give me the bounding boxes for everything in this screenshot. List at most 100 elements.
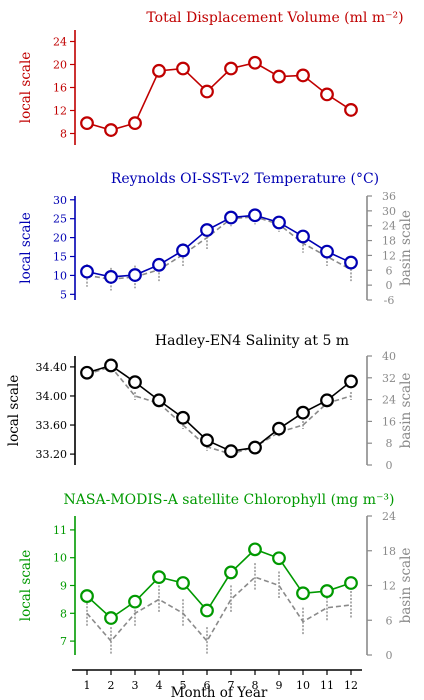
local-point bbox=[200, 433, 214, 448]
local-point bbox=[128, 116, 142, 131]
basin-line bbox=[86, 576, 352, 643]
right-tick-label: -6 bbox=[384, 294, 395, 307]
left-tick-label: 7 bbox=[60, 635, 67, 648]
local-point bbox=[152, 393, 166, 408]
local-point bbox=[344, 103, 358, 117]
x-tick-label: 12 bbox=[344, 679, 358, 692]
local-point bbox=[320, 87, 334, 102]
basin-line bbox=[86, 215, 352, 281]
local-series bbox=[80, 208, 358, 284]
local-point bbox=[200, 223, 214, 237]
local-point bbox=[176, 410, 190, 425]
panel-title: Reynolds OI-SST-v2 Temperature (°C) bbox=[111, 171, 379, 187]
panel-1: Total Displacement Volume (ml m⁻²) 8 12 16 2… bbox=[18, 10, 404, 145]
panel-3: Hadley-EN4 Salinity at 5 m 33.20 33.60 34.0… bbox=[6, 333, 414, 472]
local-point bbox=[272, 551, 286, 566]
local-series bbox=[80, 358, 358, 459]
local-point bbox=[152, 257, 166, 272]
local-point bbox=[272, 215, 286, 230]
left-axis-label: local scale bbox=[6, 375, 22, 447]
x-tick-label: 7 bbox=[228, 679, 235, 692]
basin-series bbox=[86, 563, 352, 656]
left-axis: 8 12 16 20 24 local scale bbox=[18, 30, 76, 145]
left-tick-label: 5 bbox=[60, 288, 67, 301]
x-tick-label: 5 bbox=[180, 679, 187, 692]
panel-2: Reynolds OI-SST-v2 Temperature (°C) 5 10 15… bbox=[18, 171, 414, 307]
left-tick-label: 16 bbox=[53, 82, 67, 95]
right-tick-label: 18 bbox=[382, 545, 396, 558]
right-axis-label: basin scale bbox=[398, 210, 414, 286]
left-tick-label: 8 bbox=[60, 128, 67, 141]
local-point bbox=[224, 210, 238, 225]
panel-title: NASA-MODIS-A satellite Chlorophyll (mg m… bbox=[64, 492, 395, 508]
local-series bbox=[80, 55, 358, 137]
local-point bbox=[104, 358, 118, 373]
right-tick-label: 8 bbox=[386, 437, 393, 450]
right-tick-label: 12 bbox=[382, 249, 396, 262]
left-axis-label: local scale bbox=[18, 212, 34, 284]
local-point bbox=[80, 116, 94, 131]
left-tick-label: 10 bbox=[53, 269, 67, 282]
local-point bbox=[320, 393, 334, 408]
local-point bbox=[272, 421, 286, 436]
local-point bbox=[224, 61, 238, 76]
left-tick-label: 24 bbox=[53, 36, 67, 49]
local-point bbox=[248, 208, 262, 223]
x-tick-label: 6 bbox=[204, 679, 211, 692]
panel-title: Total Displacement Volume (ml m⁻²) bbox=[146, 10, 403, 26]
local-point bbox=[200, 603, 214, 618]
local-point bbox=[128, 268, 142, 282]
local-point bbox=[128, 375, 142, 390]
left-axis-label: local scale bbox=[18, 550, 34, 622]
x-tick-label: 11 bbox=[320, 679, 334, 692]
x-tick-label: 4 bbox=[156, 679, 163, 692]
local-point bbox=[104, 270, 118, 284]
x-tick-label: 2 bbox=[108, 679, 115, 692]
local-line bbox=[86, 214, 352, 278]
local-line bbox=[86, 548, 352, 620]
right-tick-label: 24 bbox=[382, 510, 396, 523]
local-point bbox=[272, 69, 286, 84]
left-axis: 5 10 15 20 25 30 local scale bbox=[18, 194, 76, 301]
left-tick-label: 12 bbox=[53, 105, 67, 118]
x-tick-label: 1 bbox=[84, 679, 91, 692]
local-point bbox=[224, 565, 238, 580]
local-line bbox=[86, 61, 352, 131]
local-point bbox=[152, 570, 166, 585]
local-point bbox=[296, 586, 310, 601]
right-tick-label: 6 bbox=[386, 264, 393, 277]
left-tick-label: 34.40 bbox=[36, 361, 68, 374]
left-tick-label: 30 bbox=[53, 194, 67, 207]
right-tick-label: 0 bbox=[386, 279, 393, 292]
local-point bbox=[344, 255, 358, 270]
right-tick-label: 36 bbox=[382, 190, 396, 203]
left-axis: 7 8 9 10 11 local scale bbox=[18, 516, 76, 655]
right-tick-label: 6 bbox=[386, 614, 393, 627]
right-tick-label: 0 bbox=[386, 459, 393, 472]
right-tick-label: 24 bbox=[382, 394, 396, 407]
local-point bbox=[128, 594, 142, 609]
left-tick-label: 11 bbox=[53, 524, 67, 537]
left-axis: 33.20 33.60 34.00 34.40 local scale bbox=[6, 356, 76, 465]
left-tick-label: 8 bbox=[60, 607, 67, 620]
local-point bbox=[320, 244, 334, 259]
local-point bbox=[200, 84, 214, 99]
local-point bbox=[344, 576, 358, 590]
local-line bbox=[86, 364, 352, 453]
local-point bbox=[296, 68, 310, 83]
local-point bbox=[104, 123, 118, 137]
local-point bbox=[248, 440, 262, 455]
local-point bbox=[224, 444, 238, 459]
right-tick-label: 12 bbox=[382, 580, 396, 593]
left-tick-label: 10 bbox=[53, 552, 67, 565]
right-axis: 0 6 12 18 24 basin scale bbox=[366, 510, 414, 662]
right-tick-label: 32 bbox=[382, 372, 396, 385]
local-point bbox=[176, 576, 190, 590]
local-point bbox=[248, 55, 262, 70]
local-series bbox=[80, 542, 358, 625]
left-tick-label: 20 bbox=[53, 232, 67, 245]
left-tick-label: 33.60 bbox=[36, 419, 68, 432]
